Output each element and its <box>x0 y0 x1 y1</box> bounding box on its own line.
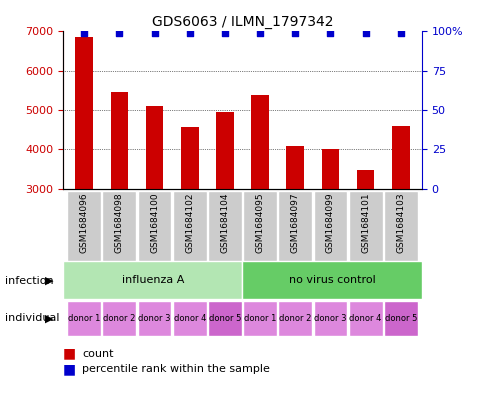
Text: influenza A: influenza A <box>121 275 183 285</box>
Bar <box>110 92 128 189</box>
FancyBboxPatch shape <box>102 191 136 261</box>
Point <box>80 30 88 37</box>
Point <box>291 30 299 37</box>
Text: count: count <box>82 349 114 359</box>
Text: ■: ■ <box>63 347 76 361</box>
Bar <box>356 170 374 189</box>
Point <box>396 30 404 37</box>
FancyBboxPatch shape <box>63 261 242 299</box>
Point <box>256 30 263 37</box>
FancyBboxPatch shape <box>67 301 101 336</box>
FancyBboxPatch shape <box>208 301 242 336</box>
Text: no virus control: no virus control <box>288 275 375 285</box>
Text: donor 4: donor 4 <box>349 314 381 323</box>
Bar <box>286 146 303 189</box>
Bar <box>145 106 163 189</box>
FancyBboxPatch shape <box>137 191 171 261</box>
Bar <box>391 126 409 189</box>
FancyBboxPatch shape <box>242 301 276 336</box>
Text: donor 1: donor 1 <box>243 314 276 323</box>
Text: infection: infection <box>5 276 53 286</box>
Text: donor 2: donor 2 <box>278 314 311 323</box>
Text: donor 5: donor 5 <box>208 314 241 323</box>
FancyBboxPatch shape <box>137 301 171 336</box>
FancyBboxPatch shape <box>67 191 101 261</box>
Text: donor 3: donor 3 <box>138 314 170 323</box>
Bar <box>251 95 268 189</box>
Text: GSM1684103: GSM1684103 <box>395 193 405 253</box>
Text: GSM1684104: GSM1684104 <box>220 193 229 253</box>
Text: donor 1: donor 1 <box>68 314 100 323</box>
Bar <box>321 149 339 189</box>
Text: ▶: ▶ <box>45 313 53 323</box>
FancyBboxPatch shape <box>348 301 382 336</box>
Text: individual: individual <box>5 313 59 323</box>
Point <box>151 30 158 37</box>
Text: GSM1684098: GSM1684098 <box>115 193 123 253</box>
Text: donor 4: donor 4 <box>173 314 206 323</box>
Bar <box>75 37 93 189</box>
Point <box>221 30 228 37</box>
Text: GSM1684099: GSM1684099 <box>325 193 334 253</box>
Text: ▶: ▶ <box>45 276 53 286</box>
Text: GSM1684095: GSM1684095 <box>255 193 264 253</box>
FancyBboxPatch shape <box>313 301 347 336</box>
Text: percentile rank within the sample: percentile rank within the sample <box>82 364 270 375</box>
FancyBboxPatch shape <box>383 301 417 336</box>
Point <box>115 30 123 37</box>
Text: ■: ■ <box>63 362 76 376</box>
FancyBboxPatch shape <box>278 301 312 336</box>
Text: GSM1684102: GSM1684102 <box>185 193 194 253</box>
Point <box>185 30 193 37</box>
FancyBboxPatch shape <box>208 191 242 261</box>
Point <box>326 30 333 37</box>
FancyBboxPatch shape <box>348 191 382 261</box>
Text: GSM1684101: GSM1684101 <box>361 193 369 253</box>
FancyBboxPatch shape <box>278 191 312 261</box>
Bar <box>181 127 198 189</box>
FancyBboxPatch shape <box>242 191 276 261</box>
Bar <box>216 112 233 189</box>
Text: GSM1684096: GSM1684096 <box>79 193 89 253</box>
Text: donor 5: donor 5 <box>384 314 416 323</box>
Title: GDS6063 / ILMN_1797342: GDS6063 / ILMN_1797342 <box>151 15 333 29</box>
FancyBboxPatch shape <box>383 191 417 261</box>
FancyBboxPatch shape <box>172 191 206 261</box>
Text: GSM1684100: GSM1684100 <box>150 193 159 253</box>
Point <box>361 30 369 37</box>
FancyBboxPatch shape <box>242 261 421 299</box>
Text: donor 3: donor 3 <box>314 314 346 323</box>
FancyBboxPatch shape <box>172 301 206 336</box>
FancyBboxPatch shape <box>102 301 136 336</box>
Text: GSM1684097: GSM1684097 <box>290 193 299 253</box>
Text: donor 2: donor 2 <box>103 314 135 323</box>
FancyBboxPatch shape <box>313 191 347 261</box>
